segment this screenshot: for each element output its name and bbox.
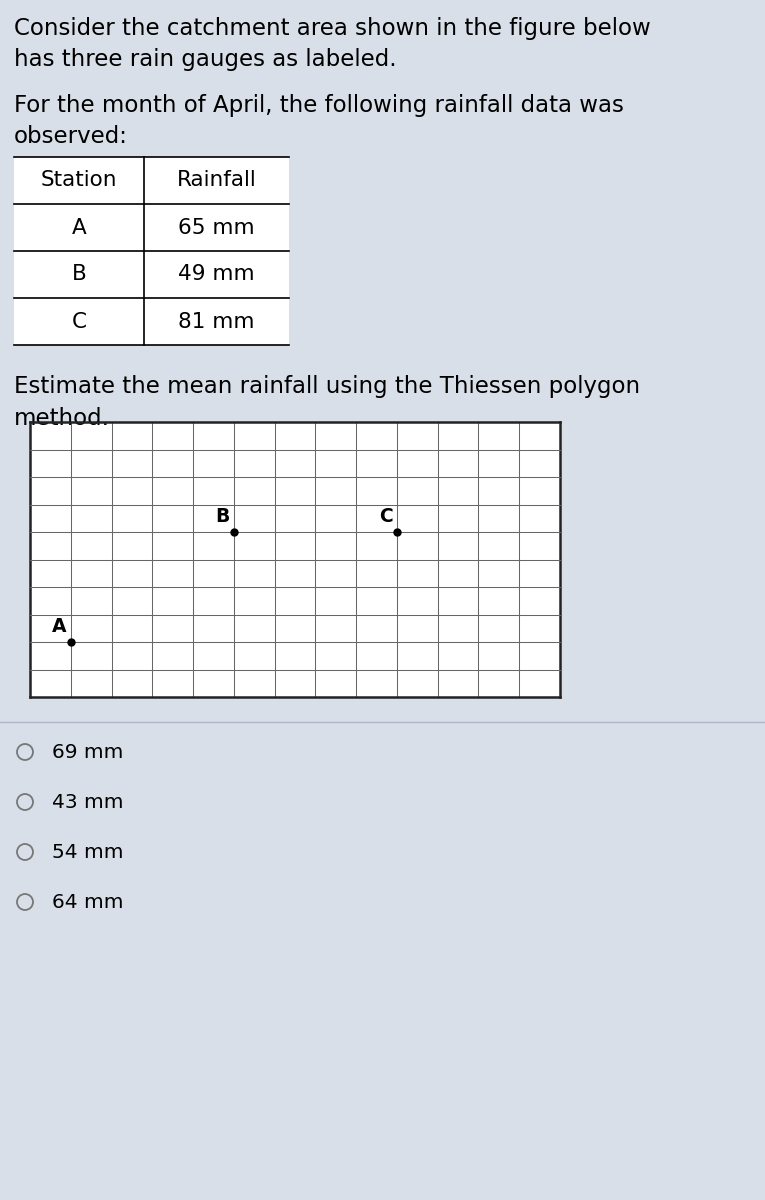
Text: A: A — [72, 217, 86, 238]
Text: has three rain gauges as labeled.: has three rain gauges as labeled. — [14, 48, 396, 71]
Bar — [30, 422, 560, 697]
Text: Rainfall: Rainfall — [177, 170, 256, 191]
Text: B: B — [216, 506, 230, 526]
Text: Consider the catchment area shown in the figure below: Consider the catchment area shown in the… — [14, 17, 651, 40]
Bar — [14, 157, 289, 346]
Text: 81 mm: 81 mm — [178, 312, 255, 331]
Text: A: A — [52, 617, 67, 636]
Text: observed:: observed: — [14, 125, 128, 148]
Text: For the month of April, the following rainfall data was: For the month of April, the following ra… — [14, 94, 624, 116]
Text: 69 mm: 69 mm — [52, 743, 123, 762]
Text: C: C — [379, 506, 393, 526]
Text: 43 mm: 43 mm — [52, 792, 123, 811]
Text: 49 mm: 49 mm — [178, 264, 255, 284]
Text: Station: Station — [41, 170, 117, 191]
Text: method.: method. — [14, 407, 110, 430]
Text: 65 mm: 65 mm — [178, 217, 255, 238]
Text: Estimate the mean rainfall using the Thiessen polygon: Estimate the mean rainfall using the Thi… — [14, 374, 640, 398]
Text: C: C — [71, 312, 86, 331]
Text: 64 mm: 64 mm — [52, 893, 123, 912]
Text: 54 mm: 54 mm — [52, 842, 123, 862]
Text: B: B — [72, 264, 86, 284]
